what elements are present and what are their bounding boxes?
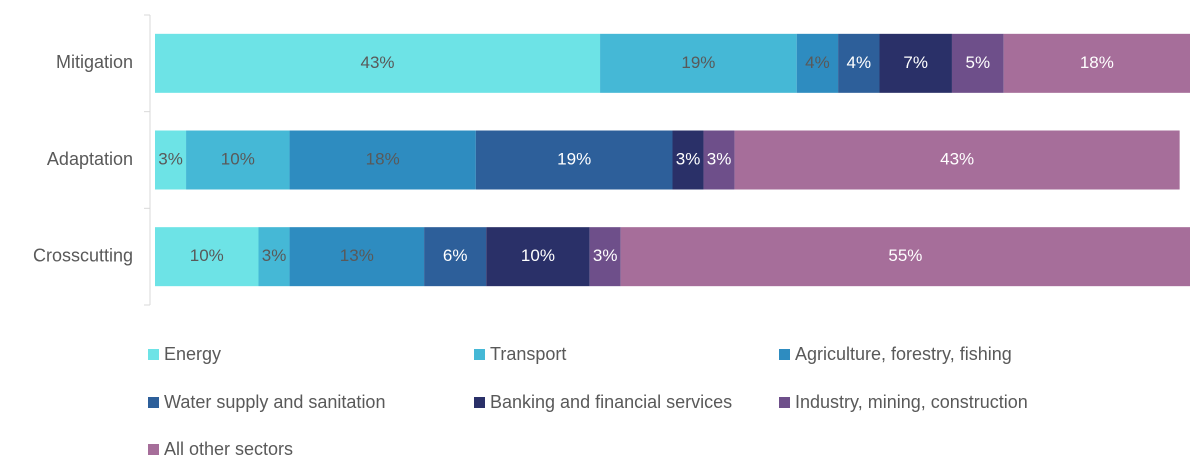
- bar-segment: [620, 227, 1190, 287]
- legend-label: Industry, mining, construction: [795, 392, 1028, 412]
- data-label: 7%: [903, 53, 928, 72]
- legend-swatch: [148, 397, 159, 408]
- legend-swatch: [148, 444, 159, 455]
- data-label: 19%: [557, 149, 591, 168]
- bar-segment: [424, 227, 487, 287]
- bar-segment: [155, 33, 601, 93]
- bar-segment: [155, 227, 259, 287]
- bar-segment: [734, 130, 1180, 190]
- legend-label: Water supply and sanitation: [164, 392, 385, 412]
- bar-segment: [186, 130, 290, 190]
- bar-segment: [486, 227, 590, 287]
- bar-segment: [1003, 33, 1190, 93]
- category-label: Adaptation: [47, 149, 133, 169]
- data-label: 10%: [521, 246, 555, 265]
- data-label: 43%: [940, 149, 974, 168]
- data-label: 43%: [361, 53, 395, 72]
- data-label: 18%: [366, 149, 400, 168]
- bar-segment: [600, 33, 797, 93]
- bar-segment: [289, 227, 425, 287]
- bar-segment: [475, 130, 673, 190]
- data-label: 4%: [847, 53, 872, 72]
- legend-swatch: [779, 349, 790, 360]
- data-label: 6%: [443, 246, 468, 265]
- data-label: 10%: [190, 246, 224, 265]
- data-label: 5%: [966, 53, 991, 72]
- data-label: 10%: [221, 149, 255, 168]
- data-label: 3%: [593, 246, 618, 265]
- bar-segment: [796, 33, 839, 93]
- data-label: 19%: [681, 53, 715, 72]
- bar-segment: [289, 130, 476, 190]
- legend-label: Banking and financial services: [490, 392, 732, 412]
- legend-label: Agriculture, forestry, fishing: [795, 344, 1012, 364]
- bar-segment: [703, 130, 735, 190]
- legend-swatch: [474, 397, 485, 408]
- bar-segment: [838, 33, 880, 93]
- bar-segment: [951, 33, 1004, 93]
- legend-label: Transport: [490, 344, 566, 364]
- data-label: 3%: [158, 149, 183, 168]
- legend-swatch: [779, 397, 790, 408]
- data-label: 3%: [262, 246, 287, 265]
- legend-swatch: [148, 349, 159, 360]
- data-label: 3%: [707, 149, 732, 168]
- data-label: 13%: [340, 246, 374, 265]
- category-label: Mitigation: [56, 52, 133, 72]
- legend-label: Energy: [164, 344, 221, 364]
- category-label: Crosscutting: [33, 245, 133, 265]
- data-label: 55%: [888, 246, 922, 265]
- data-label: 3%: [676, 149, 701, 168]
- legend-label: All other sectors: [164, 439, 293, 456]
- data-label: 4%: [805, 53, 830, 72]
- bar-segment: [879, 33, 952, 93]
- bar-segment: [672, 130, 704, 190]
- bar-segment: [155, 130, 187, 190]
- bar-segment: [589, 227, 621, 287]
- bar-segment: [258, 227, 290, 287]
- legend-swatch: [474, 349, 485, 360]
- data-label: 18%: [1080, 53, 1114, 72]
